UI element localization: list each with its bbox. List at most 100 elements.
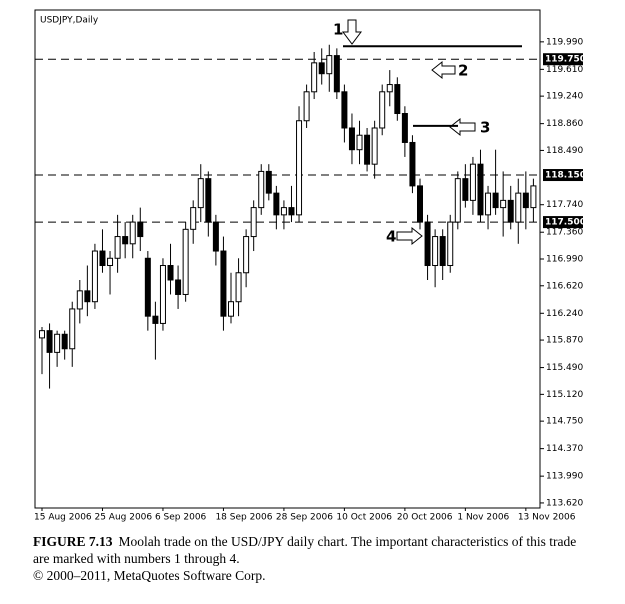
x-tick-label: 20 Oct 2006 [397,513,453,523]
candle-body [296,120,303,216]
candle-body [485,192,492,216]
candle-body [341,91,348,129]
candle-body [515,192,522,223]
y-tick-label: 118.860 [546,119,583,129]
candle-body [235,272,242,303]
candle-body [303,91,310,122]
copyright: © 2000–2011, MetaQuotes Software Corp. [33,568,266,583]
candle-body [144,257,151,317]
candle-body [462,178,469,201]
candle-body [522,192,529,209]
candle-body [394,84,401,115]
candle-body [447,221,454,267]
level-label: 119.750 [545,55,586,65]
x-tick-label: 6 Sep 2006 [155,513,207,523]
candle-body [371,127,378,165]
candle-body [220,250,227,317]
arrow [396,226,423,246]
annotation: 3 [480,119,490,137]
candle-body [311,62,318,93]
caption-text: Moolah trade on the USD/JPY daily chart.… [33,534,577,566]
candle-body [356,134,363,151]
level-label-bg [543,216,583,229]
chart-title: USDJPY,Daily [40,16,99,26]
candle-body [182,228,189,295]
y-tick-label: 119.610 [546,65,583,75]
candle-body [76,290,83,310]
level-label: 117.500 [545,218,586,228]
x-tick-label: 28 Sep 2006 [276,513,333,523]
candle-body [137,221,144,238]
candle-body [280,207,287,216]
candle-body [175,279,182,295]
candle-body [417,185,423,223]
y-tick-label: 116.990 [546,255,583,265]
x-tick-label: 15 Aug 2006 [34,513,92,523]
y-tick-label: 118.490 [546,146,583,156]
y-tick-label: 119.240 [546,92,583,102]
y-tick-label: 114.370 [546,444,583,454]
level-label-bg [543,53,583,66]
candle-body [107,257,114,267]
candle-body [379,91,386,129]
level-label-bg [543,169,583,182]
candle-body [91,250,98,303]
y-tick-label: 116.620 [546,281,583,291]
x-tick-label: 1 Nov 2006 [457,513,509,523]
candle-body [409,141,416,187]
candle-body [258,170,265,209]
y-tick-label: 113.990 [546,472,583,482]
candle-body [386,84,393,93]
candle-body [439,236,446,267]
y-tick-label: 115.490 [546,363,583,373]
y-tick-label: 113.620 [546,498,583,508]
candle-body [69,308,76,350]
annotation: 1 [333,21,343,39]
x-tick-label: 13 Nov 2006 [518,513,576,523]
y-tick-label: 117.740 [546,200,583,210]
y-tick-label: 116.240 [546,309,583,319]
arrow [449,117,476,137]
candle-body [159,265,166,324]
y-tick-label: 115.870 [546,336,583,346]
candle-body [250,207,257,238]
candle-body [348,127,355,151]
y-tick-label: 114.750 [546,417,583,427]
chart: USDJPY,Daily 1 2 3 4 119.990 119.610 119.2… [34,9,586,523]
y-tick-label: 115.120 [546,390,583,400]
candle-body [205,178,212,223]
candle-body [212,221,219,252]
candle-body [265,170,272,194]
candle-body [318,62,325,75]
plot-frame [34,9,541,509]
candle-body [54,333,61,353]
candle-body [46,330,53,353]
candle-body [152,315,159,324]
candle-body [469,163,476,201]
candle-body [424,221,431,267]
y-tick-label: 119.990 [546,37,583,47]
candle-body [477,163,484,216]
candle-body [197,178,204,209]
candle-body [273,192,280,216]
candle-body [61,333,68,350]
candle-body [190,207,197,230]
candle-body [167,265,174,281]
candle-body [122,236,129,245]
x-tick-label: 10 Oct 2006 [336,513,392,523]
annotation: 2 [458,62,468,80]
x-tick-label: 18 Sep 2006 [215,513,272,523]
candle-body [326,55,333,75]
candle-body [129,221,136,245]
candle-body [432,236,439,267]
candle-body [454,178,461,223]
candle-body [507,199,514,223]
x-tick-label: 25 Aug 2006 [94,513,152,523]
level-label: 118.150 [545,171,586,181]
candle-body [99,250,106,267]
figure-label: FIGURE 7.13 [33,534,113,549]
candle-body [333,55,340,93]
candle-body [500,199,507,209]
candle-body [114,236,121,259]
